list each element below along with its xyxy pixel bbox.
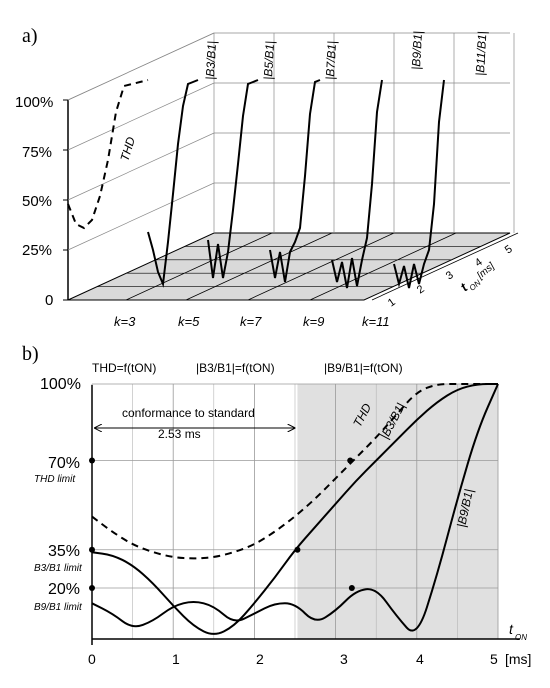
b-x-label-sub: ON bbox=[515, 633, 527, 642]
a-curve-5 bbox=[393, 79, 445, 289]
b-curve-2 bbox=[91, 383, 499, 632]
a-top-edge bbox=[67, 32, 215, 101]
a-y-ticks: 100% 75% 50% 25% 0 bbox=[15, 94, 53, 309]
back-wall-grid bbox=[63, 32, 515, 301]
b-xtick-3: 3 bbox=[340, 651, 348, 667]
b-limit-point-5 bbox=[348, 585, 355, 591]
a-label-b11: |B11/B1| bbox=[473, 31, 489, 76]
b-legend-b9: |B9/B1|=f(tON) bbox=[324, 361, 403, 375]
a-tick-1: 1 bbox=[386, 296, 398, 309]
a-label-thd: THD bbox=[117, 135, 138, 163]
a-tick-4: 4 bbox=[473, 256, 485, 269]
a-label-b3: |B3/B1| bbox=[203, 41, 219, 81]
b-ytick-35: 35% bbox=[48, 543, 80, 560]
b-y-ticks: 100% 70% 35% 20% THD limit B3/B1 limit B… bbox=[34, 376, 83, 613]
b-conformance-annotation: conformance to standard 2.53 ms bbox=[95, 406, 294, 441]
a-label-b7: |B7/B1| bbox=[323, 41, 339, 81]
a-floor-k-4 bbox=[371, 232, 519, 301]
k-label-9: k=9 bbox=[303, 314, 324, 329]
a-curve-2 bbox=[207, 79, 259, 279]
b-ytick-100: 100% bbox=[40, 376, 81, 393]
a-k-labels: k=3 k=5 k=7 k=9 k=11 bbox=[114, 314, 390, 329]
b-legend: THD=f(tON) |B3/B1|=f(tON) |B9/B1|=f(tON) bbox=[92, 361, 403, 375]
a-tick-5: 5 bbox=[503, 243, 515, 256]
k-label-3: k=3 bbox=[114, 314, 136, 329]
a-floor-k-0 bbox=[125, 232, 273, 301]
k-label-5: k=5 bbox=[178, 314, 200, 329]
b-ytick-20: 20% bbox=[48, 581, 80, 598]
b-legend-thd: THD=f(tON) bbox=[92, 361, 156, 375]
b-legend-b3: |B3/B1|=f(tON) bbox=[196, 361, 275, 375]
k-label-11: k=11 bbox=[362, 314, 390, 329]
a-ytick-50: 50% bbox=[22, 193, 52, 210]
b-limit-point-3 bbox=[347, 457, 354, 464]
k-label-7: k=7 bbox=[240, 314, 262, 329]
b-limit-thd: THD limit bbox=[34, 474, 76, 485]
a-curve-4 bbox=[331, 79, 383, 289]
b-x-label: t bbox=[509, 621, 514, 637]
a-ytick-75: 75% bbox=[22, 144, 52, 161]
b-curves bbox=[89, 382, 499, 635]
b-curve-0 bbox=[91, 382, 498, 560]
a-curves bbox=[67, 79, 445, 289]
b-xtick-5: 5 bbox=[490, 651, 498, 667]
a-label-b9: |B9/B1| bbox=[409, 31, 425, 71]
b-xtick-1: 1 bbox=[172, 651, 180, 667]
a-floor-k-2 bbox=[247, 232, 395, 301]
b-conformance-value: 2.53 ms bbox=[158, 427, 201, 441]
b-x-unit: [ms] bbox=[505, 651, 531, 667]
b-limit-b9: B9/B1 limit bbox=[34, 602, 83, 613]
b-xtick-4: 4 bbox=[416, 651, 424, 667]
b-nonconformance-region bbox=[297, 384, 498, 639]
a-ytick-25: 25% bbox=[22, 242, 52, 259]
a-tick-2: 2 bbox=[415, 283, 427, 296]
b-xtick-2: 2 bbox=[256, 651, 264, 667]
panel-b: b) THD=f(tON) |B3/B1|=f(tON) |B9/B1|=f(t… bbox=[22, 343, 531, 667]
a-floor-k-3 bbox=[309, 232, 457, 301]
floor-plane bbox=[67, 232, 511, 301]
a-curve-1 bbox=[147, 79, 199, 288]
b-ytick-70: 70% bbox=[48, 455, 80, 472]
a-floor-k-1 bbox=[185, 232, 333, 301]
b-xtick-0: 0 bbox=[88, 651, 96, 667]
a-curve-0 bbox=[67, 79, 149, 230]
a-ytick-0: 0 bbox=[45, 292, 53, 309]
a-curve-3 bbox=[269, 79, 321, 283]
a-label-b5: |B5/B1| bbox=[261, 41, 277, 81]
a-curve-labels: THD |B3/B1| |B5/B1| |B7/B1| |B9/B1| |B11… bbox=[117, 31, 489, 163]
b-x-ticks: 0 1 2 3 4 5 [ms] t ON bbox=[88, 621, 531, 667]
floor-grid bbox=[97, 232, 519, 301]
panel-b-label: b) bbox=[22, 343, 39, 365]
b-limit-point-4 bbox=[294, 546, 301, 553]
panel-a: a) 100% 75% 50% 25% 0 k=3 k=5 k=7 k=9 k=… bbox=[15, 25, 519, 329]
b-curve-1 bbox=[91, 383, 498, 635]
a-ytick-100: 100% bbox=[15, 94, 53, 111]
a-tick-3: 3 bbox=[444, 269, 456, 282]
b-conformance-text: conformance to standard bbox=[122, 406, 255, 420]
panel-a-label: a) bbox=[22, 25, 38, 47]
b-limit-b3: B3/B1 limit bbox=[34, 563, 83, 574]
